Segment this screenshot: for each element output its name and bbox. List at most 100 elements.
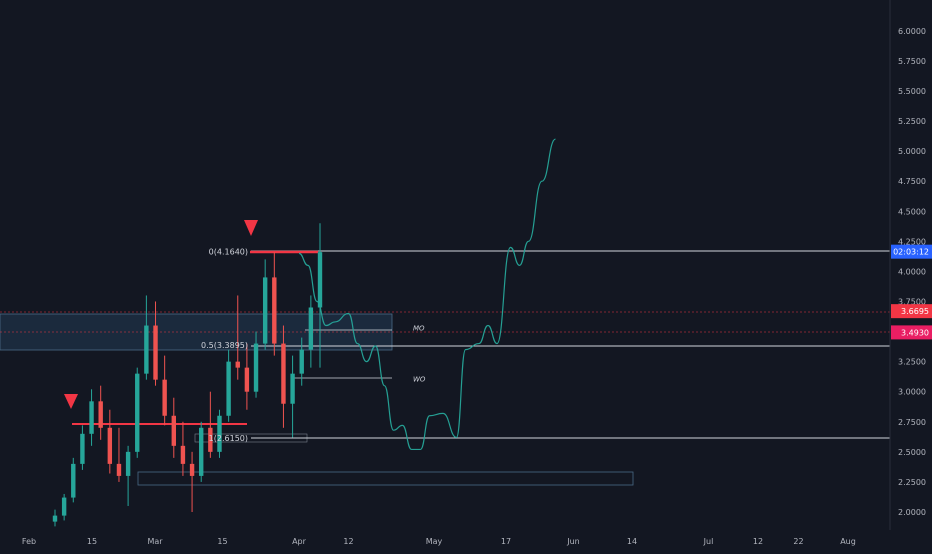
candle-body	[208, 427, 213, 452]
forecast-line	[298, 138, 557, 451]
candle-body	[244, 367, 250, 392]
fib-level-label: 0(4.1640)	[209, 248, 248, 257]
candle	[262, 259, 268, 350]
candle-body	[199, 427, 204, 476]
down-arrow-icon	[64, 394, 78, 409]
candle	[235, 295, 240, 380]
candle	[80, 425, 85, 470]
candle	[171, 397, 176, 458]
y-tick-label: 5.2500	[898, 117, 926, 126]
candle	[226, 349, 231, 422]
candle-body	[171, 415, 176, 446]
candle	[71, 457, 76, 503]
annotation-label: WO	[413, 375, 426, 383]
y-tick-label: 6.0000	[898, 27, 926, 36]
candle	[107, 409, 113, 474]
candle	[244, 343, 250, 410]
annotation-labels-layer: MO WO	[413, 324, 426, 383]
price-badge-label: 3.4930	[901, 328, 929, 337]
fib-level-label: 1(2.6150)	[209, 434, 248, 443]
price-badge-bg	[891, 304, 932, 319]
candle	[125, 445, 131, 506]
y-tick-label: 3.2500	[898, 358, 926, 367]
y-tick-label: 4.2500	[898, 237, 926, 246]
candle-body	[52, 515, 58, 522]
candle-body	[107, 427, 113, 464]
candle	[135, 367, 140, 458]
candle	[317, 223, 323, 368]
x-tick-label: 12	[343, 537, 353, 546]
annotation-label: MO	[413, 324, 425, 332]
price-badge-bg	[891, 244, 932, 259]
candle-body	[162, 379, 167, 416]
candle	[208, 391, 213, 458]
fib-level-label: 0.5(3.3895)	[201, 341, 248, 350]
candle-body	[235, 361, 240, 368]
y-tick-label: 3.0000	[898, 388, 926, 397]
candle	[253, 331, 259, 398]
price-badge-bg	[891, 325, 932, 340]
down-arrow-icon	[244, 220, 258, 236]
candle	[116, 427, 122, 482]
x-tick-label: 22	[793, 537, 803, 546]
demand-zone	[137, 471, 634, 486]
candle	[153, 301, 158, 386]
candle	[162, 355, 167, 426]
candle	[299, 337, 304, 386]
candle-body	[71, 463, 76, 498]
candle-body	[61, 497, 67, 516]
y-tick-label: 5.0000	[898, 147, 926, 156]
x-tick-label: Aug	[840, 537, 856, 546]
candle	[61, 493, 67, 521]
x-tick-label: 17	[501, 537, 511, 546]
x-tick-label: Feb	[22, 537, 36, 546]
price-badge: 3.6695	[891, 304, 932, 319]
candle	[217, 409, 222, 458]
x-tick-label: Mar	[147, 537, 163, 546]
candle	[272, 252, 277, 356]
candle-body	[299, 349, 304, 374]
candle-body	[226, 361, 231, 416]
candle	[308, 295, 314, 368]
x-tick-label: 15	[87, 537, 97, 546]
x-tick-label: Apr	[292, 537, 307, 546]
time-axis[interactable]	[0, 530, 890, 550]
candle-body	[125, 451, 131, 476]
x-tick-label: 12	[753, 537, 763, 546]
level-labels-layer: 0(4.1640) 0.5(3.3895) 1(2.6150)	[201, 248, 248, 443]
candles-layer	[52, 223, 323, 527]
candle-body	[144, 325, 149, 374]
candle-body	[80, 433, 85, 464]
price-badge-label: 3.6695	[901, 307, 929, 316]
x-tick-label: 14	[627, 537, 637, 546]
price-axis[interactable]	[890, 0, 932, 530]
candle-body	[317, 252, 323, 308]
candle-body	[217, 415, 222, 452]
candle-body	[308, 307, 314, 350]
y-tick-label: 5.7500	[898, 57, 926, 66]
candle-body	[135, 373, 140, 452]
x-tick-label: Jul	[703, 537, 714, 546]
arrows-layer	[64, 220, 258, 409]
y-tick-label: 3.7500	[898, 297, 926, 306]
time-axis-ticks: Feb 15 Mar 15 Apr 12 May 17 Jun 14 Jul 12 22 Aug	[22, 537, 856, 546]
candle-body	[281, 343, 286, 404]
candle-body	[290, 373, 295, 404]
candle-body	[253, 343, 259, 392]
candle-body	[262, 277, 268, 344]
candle-body	[272, 277, 277, 344]
candle-body	[189, 463, 195, 476]
forecast-layer	[298, 138, 557, 451]
price-axis-ticks: 2.00002.25002.50002.75003.00003.25003.50…	[898, 27, 926, 517]
candle-body	[116, 463, 122, 476]
x-tick-label: Jun	[566, 537, 580, 546]
y-tick-label: 5.5000	[898, 87, 926, 96]
y-tick-label: 2.5000	[898, 448, 926, 457]
price-badge: 3.4930	[891, 325, 932, 340]
candle	[180, 421, 186, 476]
candle	[89, 389, 94, 446]
candle	[281, 325, 286, 428]
